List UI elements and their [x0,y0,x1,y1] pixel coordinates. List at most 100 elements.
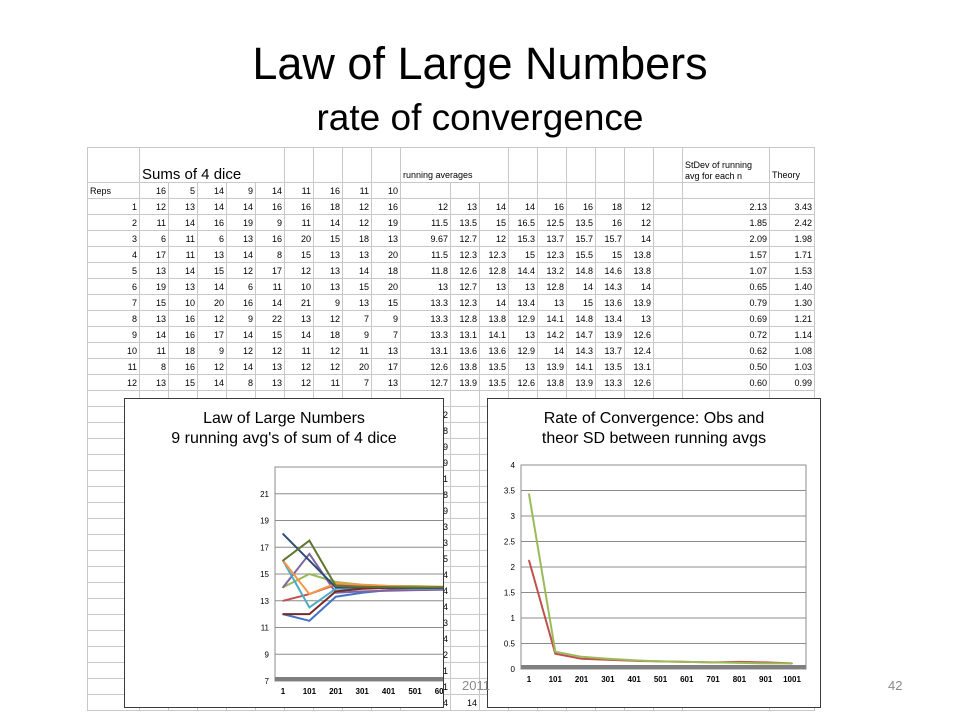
running-avg-cell[interactable]: 13.5 [450,214,480,231]
running-avg-cell[interactable]: 13.3 [400,294,451,311]
sum-cell[interactable]: 14 [197,374,227,391]
sum-cell[interactable]: 6 [226,278,256,295]
theory-cell[interactable]: 1.14 [769,326,815,343]
running-avg-cell[interactable] [450,502,480,519]
sheet-cell[interactable] [566,182,596,199]
stdev-cell[interactable]: 1.57 [682,246,770,263]
theory-cell[interactable]: 1.53 [769,262,815,279]
row-index[interactable]: 4 [87,246,140,263]
sum-cell[interactable]: 12 [255,342,285,359]
sum-cell[interactable]: 12 [313,310,343,327]
running-avg-cell[interactable] [450,566,480,583]
stdev-header[interactable]: StDev of running avg for each n [682,147,770,183]
running-avg-cell[interactable]: 12.8 [537,278,567,295]
sheet-cell[interactable] [313,147,343,183]
theory-cell[interactable]: 0.99 [769,374,815,391]
sum-cell[interactable]: 14 [197,278,227,295]
running-avg-cell[interactable]: 14 [566,278,596,295]
running-avg-cell[interactable] [450,406,480,423]
running-avg-cell[interactable]: 15.7 [566,230,596,247]
theory-cell[interactable]: 1.03 [769,358,815,375]
running-avg-cell[interactable]: 13 [450,198,480,215]
running-avg-cell[interactable]: 12.7 [450,278,480,295]
reps-cell[interactable]: 9 [226,182,256,199]
sum-cell[interactable]: 16 [226,294,256,311]
sum-cell[interactable]: 16 [284,198,314,215]
sum-cell[interactable]: 12 [313,342,343,359]
sum-cell[interactable]: 21 [284,294,314,311]
sum-cell[interactable]: 17 [371,358,401,375]
running-avg-cell[interactable]: 12 [400,198,451,215]
sum-cell[interactable]: 7 [342,374,372,391]
running-avg-cell[interactable]: 15 [566,294,596,311]
stdev-cell[interactable]: 1.85 [682,214,770,231]
chart-law-of-large-numbers[interactable]: Law of Large Numbers 9 running avg's of … [124,398,444,708]
running-avg-cell[interactable]: 13.4 [508,294,538,311]
sum-cell[interactable]: 14 [255,294,285,311]
running-avg-cell[interactable]: 12 [624,198,654,215]
sum-cell[interactable]: 13 [371,230,401,247]
sum-cell[interactable]: 14 [226,198,256,215]
sum-cell[interactable]: 14 [226,358,256,375]
sum-cell[interactable]: 15 [284,246,314,263]
sum-cell[interactable]: 11 [284,342,314,359]
running-avg-cell[interactable]: 13 [624,310,654,327]
sum-cell[interactable]: 13 [168,198,198,215]
sum-cell[interactable]: 16 [255,198,285,215]
running-avg-cell[interactable]: 13.8 [624,262,654,279]
running-avg-cell[interactable]: 14.7 [566,326,596,343]
running-avg-cell[interactable]: 12.6 [450,262,480,279]
sum-cell[interactable]: 12 [197,310,227,327]
running-avg-cell[interactable]: 14 [624,230,654,247]
sums-header[interactable]: Sums of 4 dice [139,147,285,183]
sum-cell[interactable]: 12 [342,214,372,231]
running-avg-cell[interactable]: 12.9 [508,310,538,327]
theory-cell[interactable]: 1.08 [769,342,815,359]
sum-cell[interactable]: 10 [284,278,314,295]
sum-cell[interactable]: 13 [139,262,169,279]
theory-cell[interactable]: 1.98 [769,230,815,247]
running-avg-cell[interactable]: 15 [508,246,538,263]
sum-cell[interactable]: 18 [168,342,198,359]
running-avg-cell[interactable]: 13.7 [595,342,625,359]
stdev-cell[interactable]: 2.09 [682,230,770,247]
sum-cell[interactable]: 15 [168,374,198,391]
sheet-cell[interactable] [371,147,401,183]
sum-cell[interactable]: 15 [255,326,285,343]
sum-cell[interactable]: 15 [371,294,401,311]
running-avg-cell[interactable]: 13.4 [595,310,625,327]
sum-cell[interactable]: 12 [284,262,314,279]
sheet-cell[interactable] [653,246,683,263]
running-avg-cell[interactable]: 13.2 [537,262,567,279]
running-avg-cell[interactable]: 12.8 [450,310,480,327]
sum-cell[interactable]: 7 [342,310,372,327]
sum-cell[interactable]: 14 [313,214,343,231]
sheet-cell[interactable] [769,182,815,199]
sheet-cell[interactable] [342,147,372,183]
row-index[interactable]: 8 [87,310,140,327]
sum-cell[interactable]: 16 [371,198,401,215]
reps-cell[interactable]: 11 [284,182,314,199]
running-avg-cell[interactable]: 13.9 [624,294,654,311]
sum-cell[interactable]: 14 [168,214,198,231]
sum-cell[interactable]: 13 [226,230,256,247]
stdev-cell[interactable]: 0.60 [682,374,770,391]
sheet-cell[interactable] [653,294,683,311]
chart-rate-of-convergence[interactable]: Rate of Convergence: Obs and theor SD be… [487,398,821,708]
sum-cell[interactable]: 13 [139,374,169,391]
sum-cell[interactable]: 9 [342,326,372,343]
running-avg-cell[interactable]: 12.3 [450,246,480,263]
running-avg-cell[interactable] [450,582,480,599]
stdev-cell[interactable]: 0.79 [682,294,770,311]
sum-cell[interactable]: 20 [371,278,401,295]
running-avg-cell[interactable]: 13.5 [479,358,509,375]
running-avg-cell[interactable]: 13.6 [450,342,480,359]
running-avg-cell[interactable]: 13 [508,326,538,343]
sum-cell[interactable]: 15 [197,262,227,279]
running-avg-cell[interactable] [450,614,480,631]
running-avg-cell[interactable]: 12.6 [508,374,538,391]
row-index[interactable]: 3 [87,230,140,247]
sum-cell[interactable]: 16 [168,310,198,327]
sum-cell[interactable]: 20 [342,358,372,375]
sum-cell[interactable]: 11 [139,214,169,231]
